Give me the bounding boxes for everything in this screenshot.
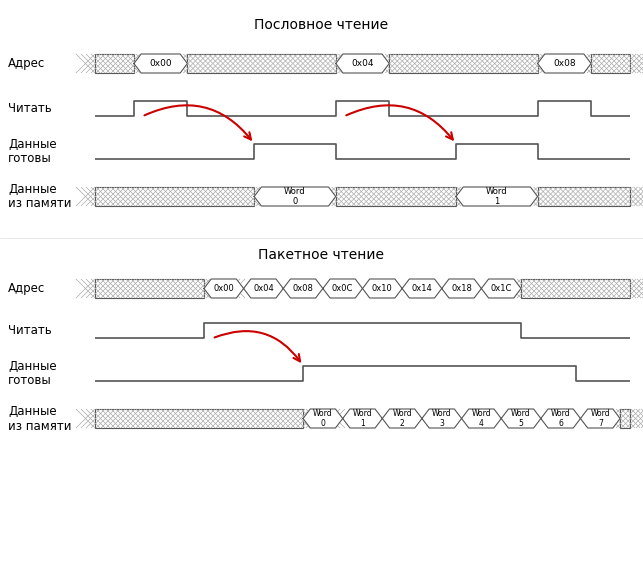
Bar xyxy=(187,54,336,73)
Text: Word
6: Word 6 xyxy=(551,409,570,428)
Polygon shape xyxy=(323,279,363,298)
Polygon shape xyxy=(422,409,462,428)
Text: Word
5: Word 5 xyxy=(511,409,531,428)
Text: Word
3: Word 3 xyxy=(432,409,451,428)
Polygon shape xyxy=(456,187,538,206)
Text: Данные
готовы: Данные готовы xyxy=(8,137,57,165)
Text: Word
0: Word 0 xyxy=(313,409,332,428)
Polygon shape xyxy=(462,409,501,428)
Polygon shape xyxy=(383,409,422,428)
Text: 0x14: 0x14 xyxy=(412,284,432,293)
Text: 0x0C: 0x0C xyxy=(332,284,354,293)
Text: 0x1C: 0x1C xyxy=(491,284,512,293)
Bar xyxy=(95,409,303,428)
Text: Пословное чтение: Пословное чтение xyxy=(255,18,388,32)
Polygon shape xyxy=(254,187,336,206)
Text: Данные
из памяти: Данные из памяти xyxy=(8,182,71,211)
Polygon shape xyxy=(303,409,343,428)
Text: Адрес: Адрес xyxy=(8,282,45,295)
Bar xyxy=(95,187,254,206)
Polygon shape xyxy=(336,54,389,73)
Text: 0x04: 0x04 xyxy=(351,59,374,68)
Bar xyxy=(538,187,630,206)
Text: Word
1: Word 1 xyxy=(486,187,507,206)
Bar xyxy=(336,187,456,206)
Bar xyxy=(95,279,204,298)
Polygon shape xyxy=(501,409,541,428)
Polygon shape xyxy=(482,279,521,298)
Text: Читать: Читать xyxy=(8,324,51,337)
Polygon shape xyxy=(402,279,442,298)
Polygon shape xyxy=(363,279,402,298)
Polygon shape xyxy=(244,279,283,298)
Text: Адрес: Адрес xyxy=(8,57,45,70)
Polygon shape xyxy=(581,409,620,428)
Text: 0x18: 0x18 xyxy=(451,284,472,293)
Polygon shape xyxy=(442,279,482,298)
Text: Word
2: Word 2 xyxy=(392,409,412,428)
Polygon shape xyxy=(134,54,187,73)
Text: Пакетное чтение: Пакетное чтение xyxy=(258,248,385,262)
Text: 0x00: 0x00 xyxy=(149,59,172,68)
Bar xyxy=(591,54,630,73)
Text: 0x08: 0x08 xyxy=(293,284,314,293)
Bar xyxy=(389,54,538,73)
Polygon shape xyxy=(541,409,581,428)
Polygon shape xyxy=(283,279,323,298)
Polygon shape xyxy=(538,54,591,73)
Text: 0x08: 0x08 xyxy=(553,59,575,68)
Polygon shape xyxy=(204,279,244,298)
Text: Данные
из памяти: Данные из памяти xyxy=(8,404,71,432)
Text: Word
1: Word 1 xyxy=(353,409,372,428)
Text: Данные
готовы: Данные готовы xyxy=(8,360,57,387)
Bar xyxy=(95,54,134,73)
Text: 0x00: 0x00 xyxy=(213,284,234,293)
Polygon shape xyxy=(343,409,383,428)
Text: Word
4: Word 4 xyxy=(471,409,491,428)
Bar xyxy=(620,409,630,428)
Text: Word
0: Word 0 xyxy=(284,187,306,206)
Text: Читать: Читать xyxy=(8,102,51,115)
Bar xyxy=(521,279,630,298)
Text: 0x10: 0x10 xyxy=(372,284,393,293)
Text: Word
7: Word 7 xyxy=(590,409,610,428)
Text: 0x04: 0x04 xyxy=(253,284,274,293)
